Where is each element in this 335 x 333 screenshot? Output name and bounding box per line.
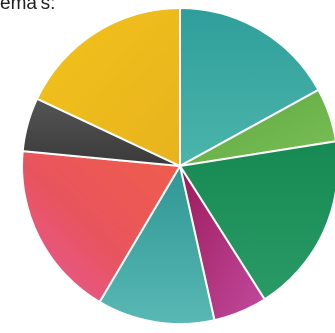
chart-caption: ema's:	[0, 0, 56, 14]
pie-slice-8	[36, 7, 181, 167]
pie-slice-5	[98, 165, 216, 325]
pie-slice-1	[179, 7, 320, 167]
pie-slice-6	[21, 150, 181, 303]
pie-slice-3	[179, 140, 335, 301]
